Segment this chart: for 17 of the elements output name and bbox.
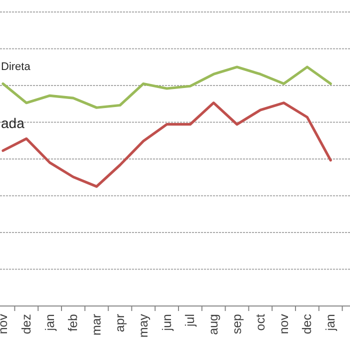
x-tick-label: jan [324,314,338,332]
x-tick-label: may [136,313,150,338]
x-tick-label: apr [113,314,127,332]
x-tick-label: jan [42,314,57,332]
x-tick-label: jul [183,314,198,328]
x-tick-label: sep [230,314,244,334]
x-tick-label: feb [66,314,80,332]
series-label: ada [1,115,25,131]
x-tick-label: mar [90,314,104,336]
x-tick-label: jun [160,314,174,332]
x-tick-label: nov [0,313,10,334]
x-tick-label: nov [276,313,291,334]
series-label: Direta [1,61,32,73]
x-tick-label: dec [300,314,314,334]
x-tick-label: dez [19,314,34,334]
x-tick-label: oct [253,313,268,331]
x-tick-label: aug [206,314,221,335]
